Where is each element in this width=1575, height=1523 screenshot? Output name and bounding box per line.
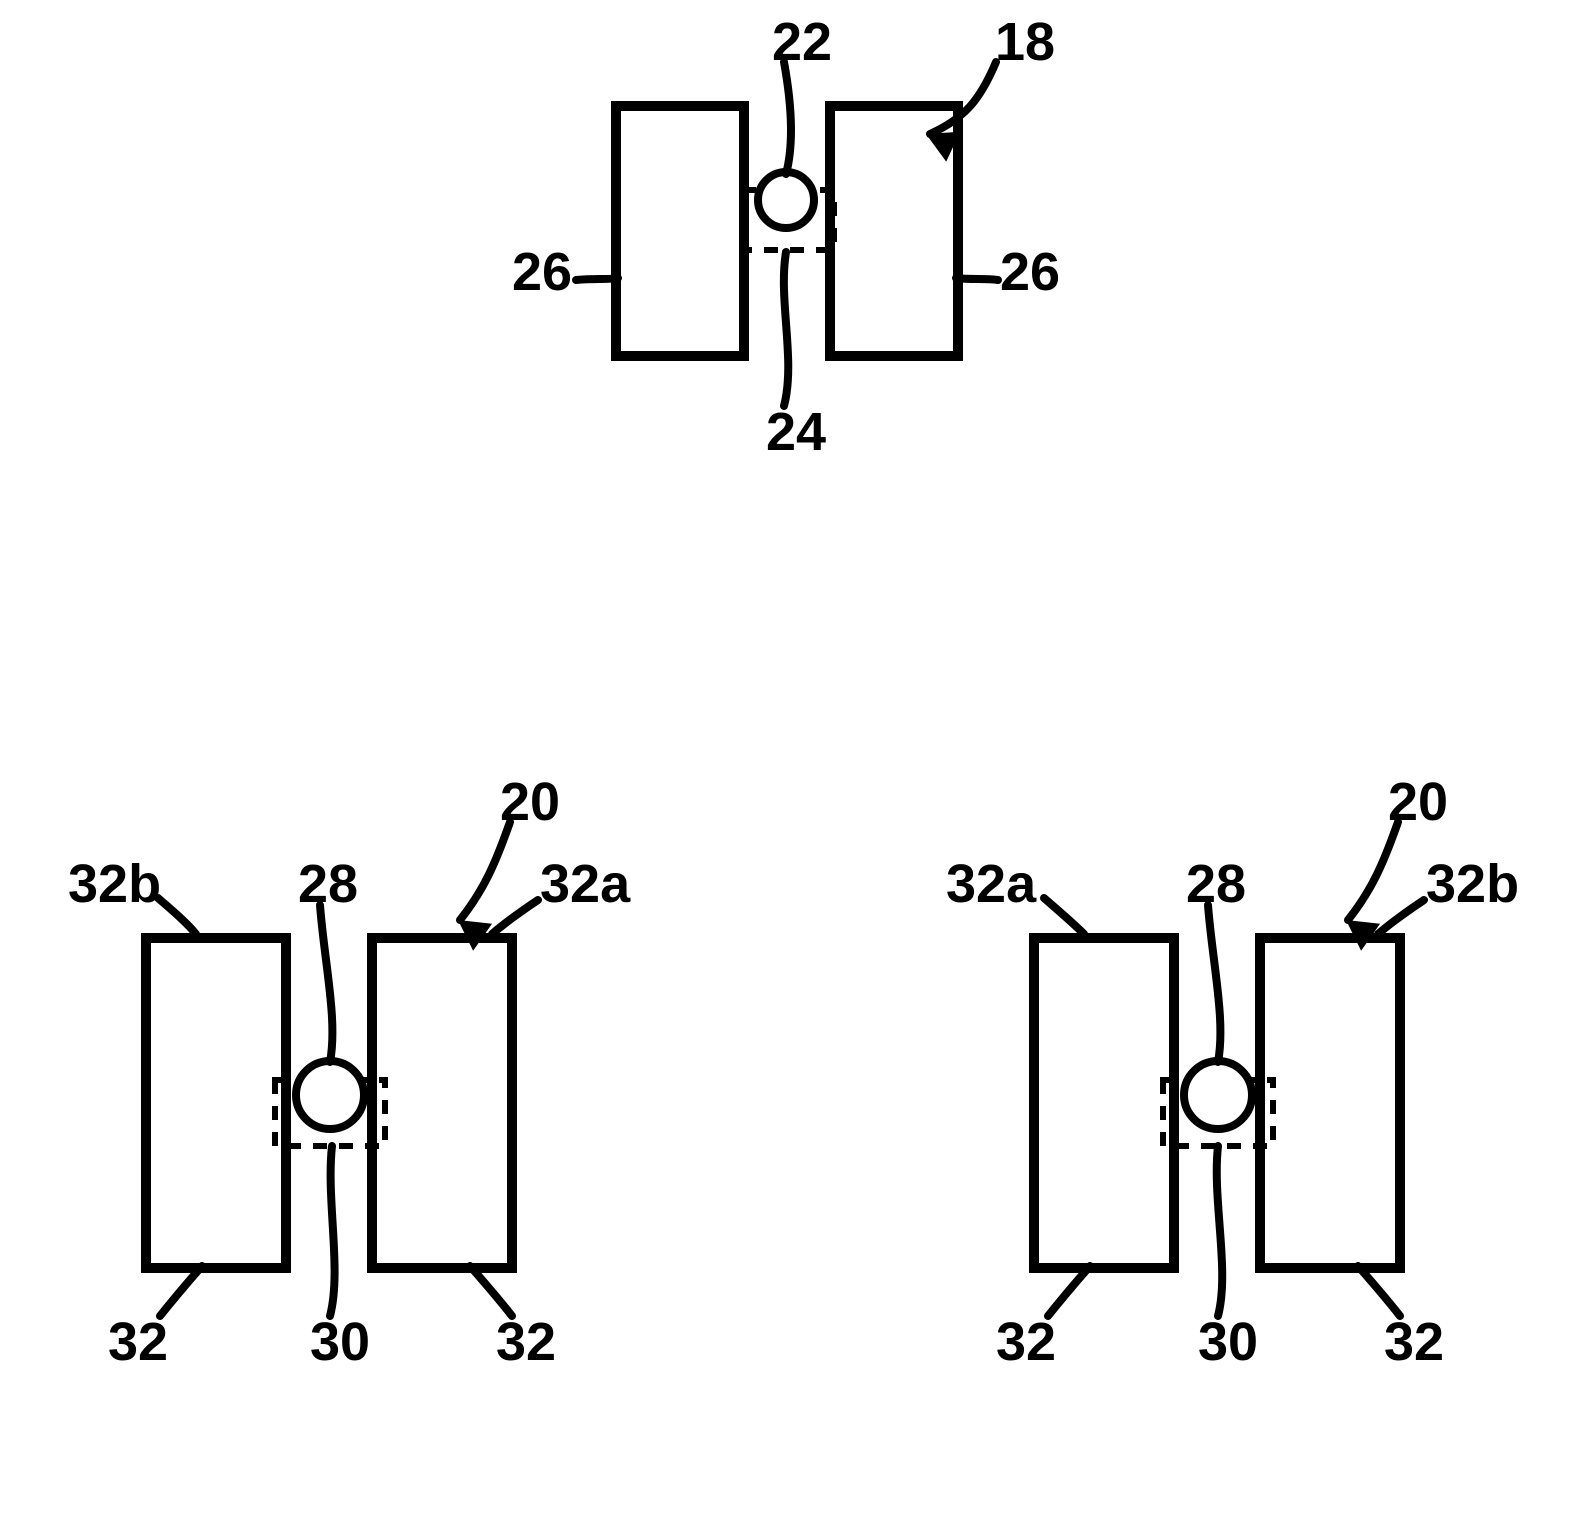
bottom-right-label-n32BL: 32 xyxy=(996,1312,1056,1372)
bottom-left-label-n32BL-leader xyxy=(160,1266,202,1316)
bottom-left-label-n20-leader xyxy=(460,822,510,920)
top-label-n22-leader xyxy=(784,62,791,174)
top-label-n24-leader xyxy=(784,252,788,406)
bottom-left-label-n32aTR-leader xyxy=(492,900,538,934)
bottom-right-label-n32BR: 32 xyxy=(1384,1312,1444,1372)
bottom-left-rect-right xyxy=(372,938,512,1268)
top-label-n24: 24 xyxy=(766,402,826,462)
top-rect-left xyxy=(616,106,744,356)
bottom-right-label-n28: 28 xyxy=(1186,854,1246,914)
bottom-right-label-n32aTL-leader xyxy=(1044,898,1084,934)
bottom-left-label-n32BR-leader xyxy=(470,1266,512,1316)
bottom-right-label-n32bTR-leader xyxy=(1378,900,1424,934)
bottom-left-label-n28-leader xyxy=(320,905,332,1062)
bottom-left-label-n32BL: 32 xyxy=(108,1312,168,1372)
top-label-n26L-leader xyxy=(576,278,618,280)
top-label-n18: 18 xyxy=(995,12,1055,72)
bottom-left-label-n30-leader xyxy=(330,1146,335,1316)
bottom-right-label-n20-leader xyxy=(1348,822,1398,920)
bottom-right-rect-left xyxy=(1034,938,1174,1268)
top-label-n22: 22 xyxy=(772,12,832,72)
top-label-n26L: 26 xyxy=(512,242,572,302)
bottom-right-label-n30: 30 xyxy=(1198,1312,1258,1372)
bottom-right-rect-right xyxy=(1260,938,1400,1268)
bottom-left-label-n32BR: 32 xyxy=(496,1312,556,1372)
bottom-left-label-n32bTL-leader xyxy=(158,898,196,934)
bottom-right-label-n32bTR: 32b xyxy=(1426,854,1519,914)
bottom-left-label-n32bTL: 32b xyxy=(68,854,161,914)
bottom-left-circle xyxy=(296,1061,364,1129)
bottom-left-label-n20: 20 xyxy=(500,772,560,832)
top-circle xyxy=(758,172,814,228)
bottom-right-label-n30-leader xyxy=(1217,1146,1222,1316)
bottom-left-label-n30: 30 xyxy=(310,1312,370,1372)
bottom-right-label-n32BL-leader xyxy=(1048,1266,1090,1316)
top-label-n26R: 26 xyxy=(1000,242,1060,302)
bottom-right-label-n20: 20 xyxy=(1388,772,1448,832)
bottom-left-label-n28: 28 xyxy=(298,854,358,914)
bottom-right-circle xyxy=(1184,1061,1252,1129)
bottom-left-rect-left xyxy=(146,938,286,1268)
top-label-n26R-leader xyxy=(956,278,998,280)
bottom-right-label-n32aTL: 32a xyxy=(946,854,1037,914)
bottom-right-label-n28-leader xyxy=(1208,905,1220,1062)
bottom-right-label-n32BR-leader xyxy=(1358,1266,1400,1316)
bottom-left-label-n32aTR: 32a xyxy=(540,854,631,914)
